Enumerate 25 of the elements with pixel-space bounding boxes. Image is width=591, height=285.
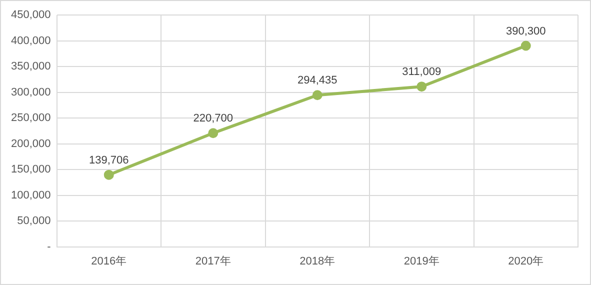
data-label: 139,706 — [89, 154, 129, 166]
y-tick-label: 450,000 — [10, 9, 51, 22]
y-tick-label: 250,000 — [10, 112, 51, 124]
point — [104, 170, 114, 180]
point — [208, 128, 218, 138]
y-tick-label: 200,000 — [10, 138, 51, 150]
y-tick-label: 150,000 — [10, 164, 51, 176]
y-tick-label: 300,000 — [10, 86, 51, 98]
data-label: 311,009 — [402, 66, 442, 78]
y-tick-label: 100,000 — [10, 189, 51, 202]
point — [312, 90, 322, 100]
point — [520, 40, 531, 51]
point — [416, 82, 427, 92]
y-tick-label: 350,000 — [10, 60, 51, 73]
x-tick-label: 2019年 — [404, 255, 440, 268]
data-label: 294,435 — [298, 74, 338, 87]
y-tick-label: 400,000 — [10, 34, 51, 47]
data-label: 390,300 — [506, 25, 546, 38]
x-tick-label: 2020年 — [508, 255, 544, 268]
y-tick-label: - — [47, 240, 52, 253]
x-tick-label: 2017年 — [195, 255, 231, 268]
x-tick-label: 2018年 — [300, 255, 336, 268]
x-tick-label: 2016年 — [91, 255, 127, 268]
data-label: 220,700 — [193, 112, 234, 125]
y-tick-label: 50,000 — [17, 215, 51, 228]
